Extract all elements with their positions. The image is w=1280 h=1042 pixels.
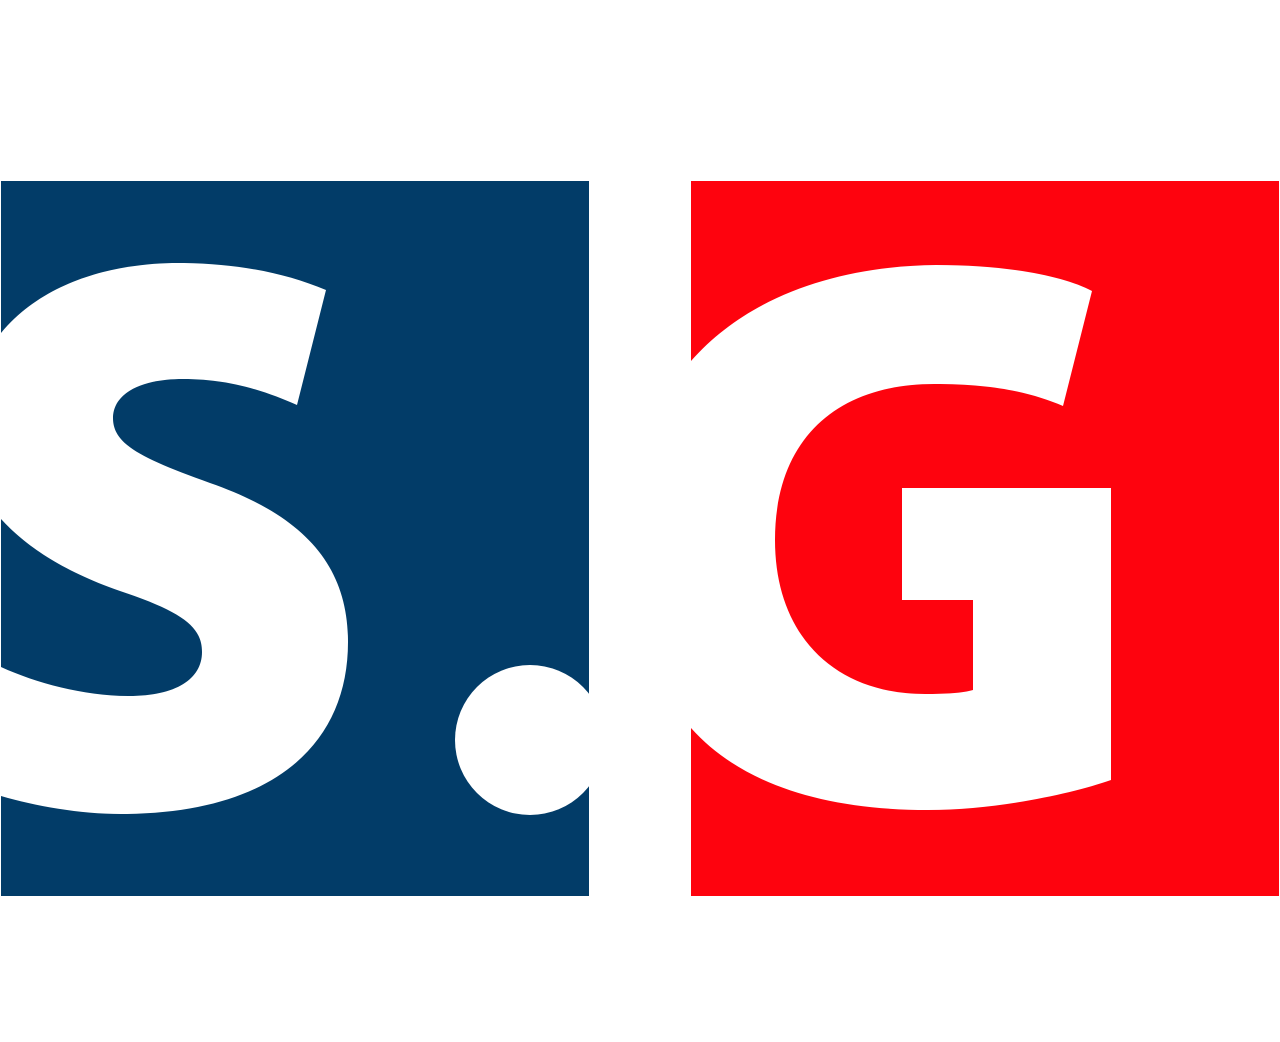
letter-s xyxy=(1,262,348,814)
letter-g xyxy=(691,265,1111,810)
dot xyxy=(455,665,605,815)
